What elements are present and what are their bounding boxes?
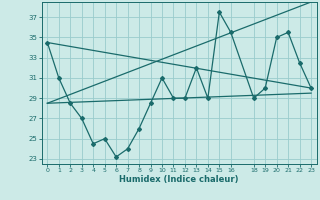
X-axis label: Humidex (Indice chaleur): Humidex (Indice chaleur): [119, 175, 239, 184]
